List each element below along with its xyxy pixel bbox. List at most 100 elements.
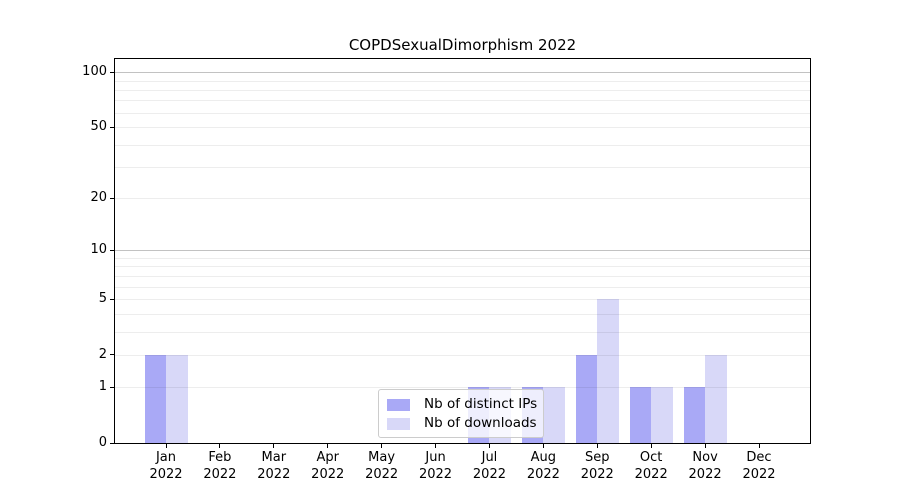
x-tick-mark — [435, 444, 437, 448]
gridline-minor — [115, 90, 810, 91]
legend-item-downloads: Nb of downloads — [387, 415, 537, 432]
x-tick-mark — [381, 444, 383, 448]
gridline-major — [115, 250, 810, 251]
x-tick-label: Apr 2022 — [293, 449, 363, 483]
gridline-minor — [115, 387, 810, 388]
gridline-minor — [115, 266, 810, 267]
bar-downloads — [651, 387, 673, 443]
plot-area — [115, 59, 810, 443]
gridline-minor — [115, 258, 810, 259]
x-tick-month: Mar — [261, 450, 287, 465]
gridline-major — [115, 72, 810, 73]
y-tick-label: 10 — [90, 242, 107, 258]
x-tick-label: Dec 2022 — [724, 449, 794, 483]
x-tick-label: Sep 2022 — [562, 449, 632, 483]
y-tick-mark — [110, 71, 114, 73]
y-tick-mark — [110, 442, 114, 444]
gridline-minor — [115, 145, 810, 146]
y-tick-label: 50 — [90, 119, 107, 135]
x-tick-month: Jul — [481, 450, 498, 465]
x-tick-month: Dec — [746, 450, 772, 465]
gridline-minor — [115, 127, 810, 128]
x-tick-label: Jun 2022 — [401, 449, 471, 483]
gridline-minor — [115, 81, 810, 82]
gridline-minor — [115, 276, 810, 277]
gridline-minor — [115, 113, 810, 114]
x-tick-year: 2022 — [526, 467, 560, 482]
bar-downloads — [166, 354, 188, 443]
x-tick-mark — [596, 444, 598, 448]
bar-distinct-ips — [575, 354, 598, 443]
y-tick-mark — [110, 354, 114, 356]
x-tick-label: Feb 2022 — [185, 449, 255, 483]
legend: Nb of distinct IPs Nb of downloads — [378, 389, 544, 438]
x-tick-month: Jun — [425, 450, 446, 465]
y-tick-label: 100 — [82, 64, 107, 80]
y-tick-label: 2 — [98, 346, 107, 362]
legend-label-distinct-ips: Nb of distinct IPs — [424, 396, 538, 412]
y-tick-mark — [110, 386, 114, 388]
x-tick-mark — [542, 444, 544, 448]
gridline-minor — [115, 198, 810, 199]
bar-downloads — [597, 299, 619, 443]
x-tick-year: 2022 — [311, 467, 345, 482]
y-tick-mark — [110, 298, 114, 300]
x-tick-year: 2022 — [742, 467, 776, 482]
x-tick-mark — [327, 444, 329, 448]
x-tick-year: 2022 — [418, 467, 453, 482]
x-tick-month: Jan — [155, 450, 177, 465]
legend-label-downloads: Nb of downloads — [424, 415, 537, 431]
x-tick-label: Aug 2022 — [508, 449, 578, 483]
y-tick-label: 5 — [98, 291, 107, 307]
y-tick-mark — [110, 126, 114, 128]
x-tick-mark — [488, 444, 490, 448]
x-tick-year: 2022 — [634, 467, 668, 482]
x-tick-mark — [219, 444, 221, 448]
x-tick-year: 2022 — [365, 467, 399, 482]
gridline-minor — [115, 299, 810, 300]
bar-distinct-ips — [629, 387, 652, 443]
x-tick-month: Nov — [692, 450, 718, 465]
legend-swatch-distinct-ips — [387, 398, 410, 411]
x-tick-mark — [273, 444, 275, 448]
x-tick-mark — [650, 444, 652, 448]
x-tick-mark — [165, 444, 167, 448]
y-tick-label: 1 — [98, 379, 107, 395]
x-tick-year: 2022 — [580, 467, 614, 482]
bar-downloads — [543, 387, 565, 443]
x-tick-month: Aug — [530, 450, 557, 465]
bar-distinct-ips — [683, 387, 706, 443]
y-tick-label: 0 — [98, 435, 107, 450]
x-tick-year: 2022 — [257, 467, 291, 482]
x-tick-month: Apr — [316, 450, 339, 465]
gridline-minor — [115, 355, 810, 356]
chart-title: COPDSexualDimorphism 2022 — [348, 36, 577, 54]
x-tick-mark — [704, 444, 706, 448]
y-tick-label: 20 — [90, 190, 107, 206]
x-tick-year: 2022 — [149, 467, 183, 482]
x-tick-month: Oct — [639, 450, 663, 465]
gridline-minor — [115, 287, 810, 288]
x-tick-month: May — [368, 450, 396, 465]
legend-swatch-downloads — [387, 417, 410, 430]
legend-item-distinct-ips: Nb of distinct IPs — [387, 396, 538, 413]
gridline-minor — [115, 100, 810, 101]
bar-downloads — [705, 354, 727, 443]
x-tick-month: Feb — [208, 450, 232, 465]
y-tick-mark — [110, 249, 114, 251]
x-tick-year: 2022 — [203, 467, 237, 482]
y-tick-mark — [110, 197, 114, 199]
plot-frame — [114, 58, 811, 444]
x-tick-label: Mar 2022 — [239, 449, 309, 483]
x-tick-mark — [758, 444, 760, 448]
x-tick-label: Nov 2022 — [670, 449, 740, 483]
x-tick-label: Jan 2022 — [131, 449, 201, 483]
x-tick-year: 2022 — [472, 467, 506, 482]
x-tick-label: Oct 2022 — [616, 449, 686, 483]
gridline-minor — [115, 314, 810, 315]
x-tick-year: 2022 — [688, 467, 722, 482]
x-tick-label: May 2022 — [347, 449, 417, 483]
x-tick-month: Sep — [585, 450, 610, 465]
gridline-minor — [115, 332, 810, 333]
